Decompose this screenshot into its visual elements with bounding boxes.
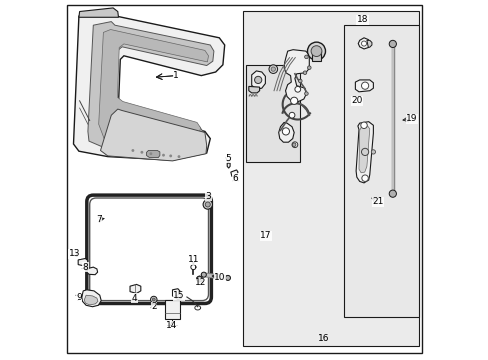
Polygon shape (248, 86, 259, 93)
Circle shape (205, 202, 210, 207)
Polygon shape (101, 109, 206, 161)
Circle shape (298, 79, 302, 83)
Circle shape (291, 142, 297, 148)
Polygon shape (197, 276, 202, 282)
Circle shape (370, 150, 375, 154)
Polygon shape (358, 126, 369, 173)
Circle shape (294, 86, 300, 92)
Bar (164, 300, 179, 319)
Circle shape (268, 65, 277, 73)
Circle shape (307, 66, 310, 69)
Circle shape (131, 149, 134, 152)
Polygon shape (366, 40, 371, 48)
Circle shape (388, 190, 396, 197)
Circle shape (304, 92, 307, 95)
Text: 14: 14 (166, 321, 177, 330)
Text: 12: 12 (195, 278, 206, 287)
Polygon shape (355, 80, 373, 92)
Text: 1: 1 (173, 71, 179, 80)
Polygon shape (88, 22, 213, 152)
Circle shape (282, 128, 289, 135)
Polygon shape (251, 71, 265, 89)
Polygon shape (73, 13, 224, 160)
Polygon shape (227, 163, 230, 168)
Text: 4: 4 (132, 294, 137, 302)
Circle shape (303, 71, 306, 75)
Polygon shape (172, 289, 180, 300)
Text: 13: 13 (69, 249, 80, 258)
Circle shape (361, 148, 368, 156)
Circle shape (177, 155, 180, 158)
Circle shape (225, 275, 230, 280)
Text: 20: 20 (350, 96, 362, 105)
Circle shape (169, 154, 172, 157)
Text: 5: 5 (225, 154, 231, 163)
Text: 16: 16 (317, 334, 329, 343)
Text: 9: 9 (76, 292, 81, 302)
Circle shape (162, 154, 164, 157)
Text: 19: 19 (406, 114, 417, 123)
Polygon shape (146, 150, 160, 158)
Polygon shape (84, 295, 98, 305)
Circle shape (361, 82, 368, 89)
Text: 3: 3 (205, 192, 211, 201)
Circle shape (360, 122, 366, 129)
Circle shape (152, 298, 155, 301)
Polygon shape (130, 284, 141, 293)
Circle shape (310, 46, 321, 57)
Text: 21: 21 (371, 197, 383, 206)
Circle shape (150, 296, 157, 303)
Circle shape (149, 152, 152, 155)
Text: 11: 11 (187, 256, 199, 264)
Text: 7: 7 (96, 215, 102, 224)
Circle shape (361, 175, 367, 181)
Text: 2: 2 (151, 302, 156, 311)
Polygon shape (230, 170, 238, 176)
Circle shape (270, 67, 275, 71)
Circle shape (292, 143, 295, 147)
Polygon shape (278, 122, 294, 142)
Bar (242, 11, 418, 346)
Text: 6: 6 (232, 174, 238, 183)
Circle shape (304, 55, 307, 59)
Circle shape (196, 276, 202, 282)
Circle shape (288, 112, 294, 118)
Text: 16: 16 (317, 334, 329, 343)
Polygon shape (78, 258, 88, 266)
Circle shape (388, 40, 396, 48)
Circle shape (290, 97, 297, 104)
Text: 17: 17 (260, 231, 271, 240)
Circle shape (307, 42, 325, 60)
Polygon shape (79, 8, 118, 17)
Polygon shape (99, 30, 208, 145)
Bar (343, 25, 418, 317)
Circle shape (140, 151, 143, 154)
Bar (246, 65, 300, 162)
Polygon shape (358, 38, 369, 49)
Polygon shape (81, 290, 101, 307)
Circle shape (201, 272, 206, 277)
Polygon shape (355, 122, 373, 183)
Circle shape (254, 76, 261, 84)
Circle shape (361, 41, 366, 46)
Polygon shape (87, 267, 98, 275)
Polygon shape (284, 50, 309, 102)
Text: 10: 10 (214, 273, 225, 282)
Text: 15: 15 (173, 292, 184, 300)
Bar (311, 51, 321, 61)
Text: 18: 18 (356, 15, 367, 24)
Circle shape (203, 200, 212, 209)
Text: 8: 8 (82, 263, 88, 271)
